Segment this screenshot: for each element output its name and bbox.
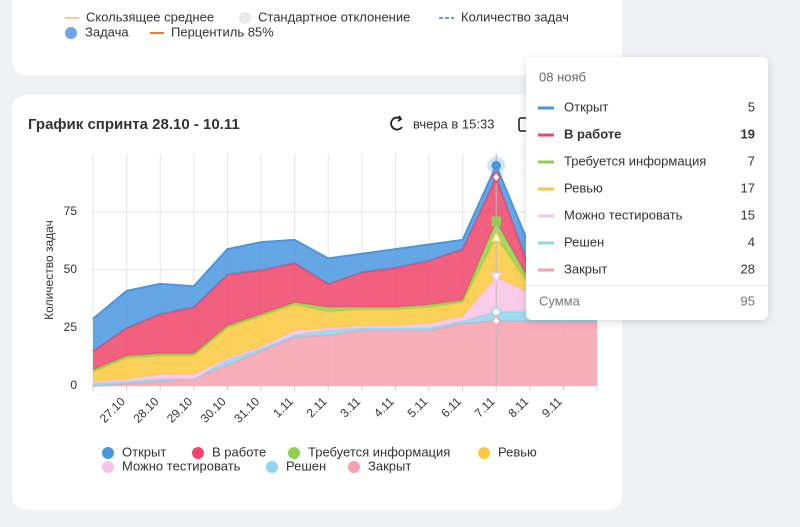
legend-icon bbox=[288, 447, 300, 459]
legend-icon bbox=[102, 461, 114, 473]
legend-icon bbox=[65, 27, 77, 39]
marker bbox=[491, 160, 501, 171]
area bbox=[93, 321, 597, 386]
marker bbox=[491, 314, 502, 328]
legend-label: Количество задач bbox=[461, 9, 569, 24]
area bbox=[93, 221, 597, 373]
legend-label: В работе bbox=[212, 444, 266, 459]
legend-label: Требуется информация bbox=[308, 444, 450, 459]
y-axis-label: Количество задач bbox=[42, 220, 56, 320]
marker bbox=[491, 216, 501, 227]
area bbox=[93, 165, 597, 352]
legend-label: Скользящее среднее bbox=[86, 9, 214, 24]
tooltip-name: Открыт bbox=[564, 99, 608, 114]
legend-icon bbox=[266, 461, 278, 473]
legend-label: Задача bbox=[85, 24, 129, 39]
tooltip-name: Можно тестировать bbox=[564, 207, 683, 222]
marker bbox=[489, 230, 503, 243]
legend-icon bbox=[478, 447, 490, 459]
area bbox=[93, 177, 597, 370]
area bbox=[93, 311, 597, 386]
marker bbox=[489, 272, 503, 284]
top-card bbox=[12, 0, 622, 75]
legend-icon bbox=[192, 447, 204, 459]
tooltip-value: 5 bbox=[748, 99, 755, 114]
tooltip-value: 15 bbox=[741, 207, 755, 222]
legend-label: Открыт bbox=[122, 444, 166, 459]
legend-label: Решен bbox=[286, 458, 326, 473]
refresh-icon[interactable] bbox=[390, 115, 403, 131]
tooltip-value: 28 bbox=[741, 261, 755, 276]
marker bbox=[491, 170, 502, 184]
area bbox=[93, 237, 597, 382]
marker bbox=[491, 307, 501, 317]
tooltip-name: Ревью bbox=[564, 180, 603, 195]
tooltip-value: 17 bbox=[741, 180, 755, 195]
legend-icon bbox=[102, 447, 114, 459]
y-tick-label: 50 bbox=[64, 262, 78, 276]
area-line bbox=[92, 163, 597, 320]
legend-label: Можно тестировать bbox=[122, 458, 241, 473]
chart-title: График спринта 28.10 - 10.11 bbox=[28, 116, 240, 133]
tooltip-value: 4 bbox=[748, 234, 755, 249]
tooltip-sum: 95 bbox=[741, 293, 755, 308]
tooltip-name: Решен bbox=[564, 234, 604, 249]
legend-label: Ревью bbox=[498, 444, 537, 459]
tooltip-title: 08 нояб bbox=[539, 69, 586, 84]
legend-label: Стандартное отклонение bbox=[258, 9, 410, 24]
updated-time: вчера в 15:33 bbox=[413, 116, 494, 131]
tooltip-name: Требуется информация bbox=[564, 153, 706, 168]
y-tick-label: 0 bbox=[70, 378, 77, 392]
tooltip-value: 19 bbox=[741, 126, 755, 141]
tooltip-name: Закрыт bbox=[564, 261, 607, 276]
y-tick-label: 75 bbox=[64, 204, 78, 218]
tooltip-name: В работе bbox=[564, 126, 621, 141]
legend-icon bbox=[348, 461, 360, 473]
legend-icon bbox=[239, 12, 251, 24]
tooltip bbox=[526, 57, 768, 320]
y-tick-label: 25 bbox=[64, 320, 78, 334]
tooltip-value: 7 bbox=[748, 153, 755, 168]
tooltip-sum-label: Сумма bbox=[539, 293, 581, 308]
legend-label: Закрыт bbox=[368, 458, 411, 473]
legend-label: Перцентиль 85% bbox=[171, 24, 274, 39]
